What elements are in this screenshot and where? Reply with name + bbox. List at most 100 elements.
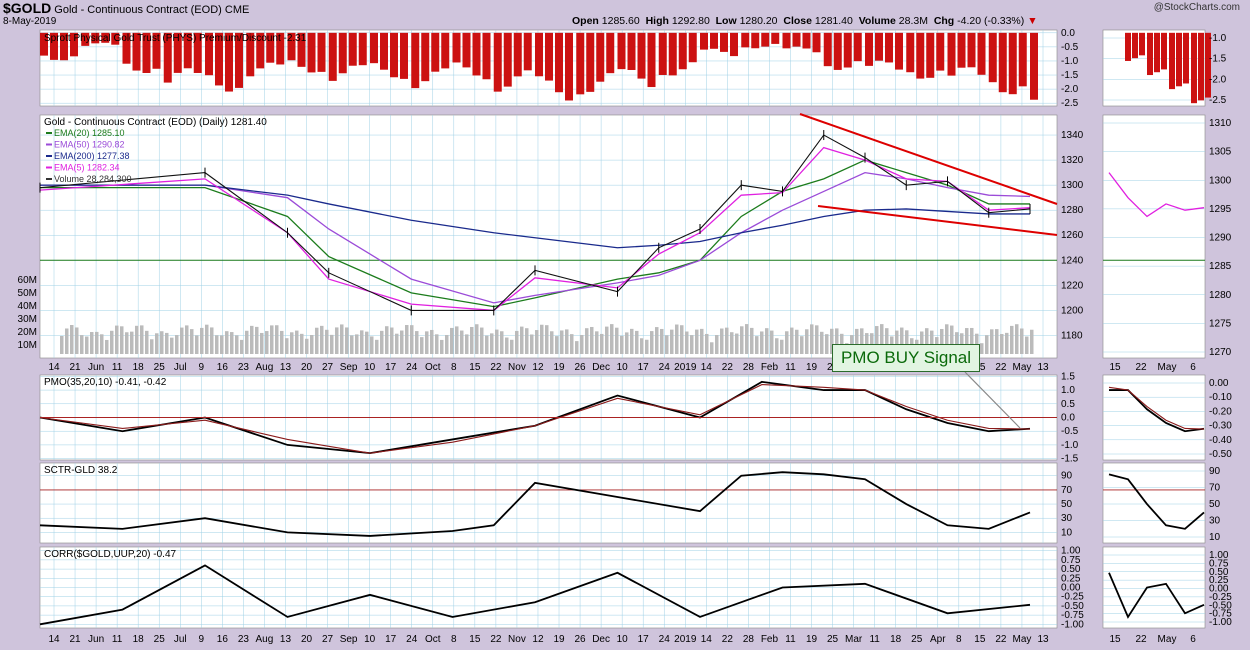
y-tick-label-short: -0.20 [1209, 406, 1232, 417]
premium-bar [400, 32, 408, 79]
corr-legend: CORR($GOLD,UUP,20) -0.47 [44, 549, 177, 560]
x-tick-label-bottom: 17 [385, 634, 397, 645]
premium-bar [555, 32, 563, 93]
volume-bar [70, 325, 74, 354]
premium-bar [421, 32, 430, 82]
y-tick-label: 0.5 [1061, 399, 1075, 410]
premium-bar [287, 32, 296, 61]
volume-bar [345, 327, 349, 354]
volume-bar [615, 327, 619, 354]
volume-bar [670, 329, 674, 354]
y-tick-label-short: -1.5 [1209, 54, 1227, 65]
y-tick-label-short: 1285 [1209, 261, 1232, 272]
premium-bar [771, 32, 780, 44]
volume-bar [365, 331, 369, 354]
volume-bar [655, 327, 659, 354]
volume-bar [735, 333, 739, 354]
x-tick-label: 14 [701, 362, 713, 373]
volume-bar [425, 331, 429, 354]
x-tick-label-bottom: 18 [133, 634, 145, 645]
volume-bar [410, 325, 414, 354]
premium-bar-short [1147, 32, 1153, 76]
y-tick-label-short: -2.0 [1209, 74, 1227, 85]
short-price-line [1108, 172, 1205, 218]
y-tick-label-short: -1.00 [1209, 617, 1232, 628]
premium-bar [895, 32, 903, 70]
x-tick-label-bottom: 22 [995, 634, 1007, 645]
premium-bar-short [1183, 32, 1189, 84]
volume-bar [885, 328, 889, 354]
premium-bar [853, 32, 862, 62]
y-tick-label-short: 10 [1209, 532, 1221, 543]
volume-bar [820, 331, 824, 354]
volume-bar [475, 324, 479, 354]
y-tick-label: 1200 [1061, 305, 1084, 316]
premium-legend: Sprott Physical Gold Trust (PHYS) Premiu… [44, 33, 307, 44]
x-tick-label-bottom: 19 [806, 634, 818, 645]
premium-bar [101, 32, 110, 43]
x-tick-label: 19 [806, 362, 818, 373]
volume-bar [505, 337, 509, 354]
premium-bar [761, 32, 770, 47]
premium-bar [926, 32, 935, 78]
y-tick-label-short: 1300 [1209, 175, 1232, 186]
x-tick-label-bottom: 8 [956, 634, 962, 645]
volume-bar [90, 332, 94, 354]
volume-bar [180, 327, 184, 354]
x-tick-label-bottom: 17 [638, 634, 650, 645]
volume-tick-label: 10M [18, 340, 37, 351]
series-3-line [39, 146, 1031, 312]
volume-bar [690, 335, 694, 354]
volume-bar [310, 334, 314, 354]
premium-bar [40, 32, 48, 56]
volume-bar [535, 330, 539, 354]
x-tick-label-short-bottom: 6 [1190, 634, 1196, 645]
volume-bar [990, 329, 994, 354]
volume-bar [895, 330, 899, 354]
volume-bar [660, 328, 664, 354]
premium-bar-short [1161, 32, 1167, 70]
volume-bar [540, 324, 544, 354]
premium-bar [875, 32, 883, 61]
volume-bar [145, 330, 149, 354]
pmo-series-1-short [1108, 386, 1205, 430]
volume-tick-label: 20M [18, 327, 37, 338]
pmo-series-1 [39, 384, 1031, 454]
x-tick-label: 11 [112, 362, 123, 373]
volume-bar [960, 333, 964, 354]
volume-bar [715, 335, 719, 354]
volume-bar [925, 328, 929, 354]
x-tick-label: Jul [174, 362, 187, 373]
premium-bar [947, 32, 956, 76]
y-tick-label: 0.00 [1061, 583, 1081, 594]
volume-bar [300, 333, 304, 354]
volume-bar [640, 338, 644, 354]
volume-bar [510, 339, 514, 354]
symbol: $GOLD [3, 0, 52, 16]
y-tick-label-short: 1310 [1209, 118, 1232, 129]
premium-bar [916, 32, 925, 79]
volume-bar [580, 334, 584, 354]
volume-tick-label: 40M [18, 301, 37, 312]
premium-bar [812, 32, 821, 53]
volume-bar [745, 324, 749, 354]
premium-bar [441, 32, 450, 69]
volume-bar [470, 326, 474, 354]
premium-bar [906, 32, 915, 73]
x-tick-label-bottom: Apr [930, 634, 946, 645]
volume-bar [325, 329, 329, 354]
volume-bar [60, 336, 64, 354]
volume-bar [170, 337, 174, 354]
volume-bar [565, 329, 569, 354]
volume-bar [195, 335, 199, 354]
y-tick-label-short: 1270 [1209, 347, 1232, 358]
y-tick-label: 0.0 [1061, 413, 1075, 424]
x-tick-label: 19 [553, 362, 565, 373]
premium-bar [163, 32, 172, 83]
volume-bar [490, 333, 494, 354]
y-tick-label: 70 [1061, 485, 1073, 496]
premium-bar-short [1154, 32, 1160, 73]
premium-bar [802, 32, 811, 49]
volume-bar [215, 335, 219, 354]
